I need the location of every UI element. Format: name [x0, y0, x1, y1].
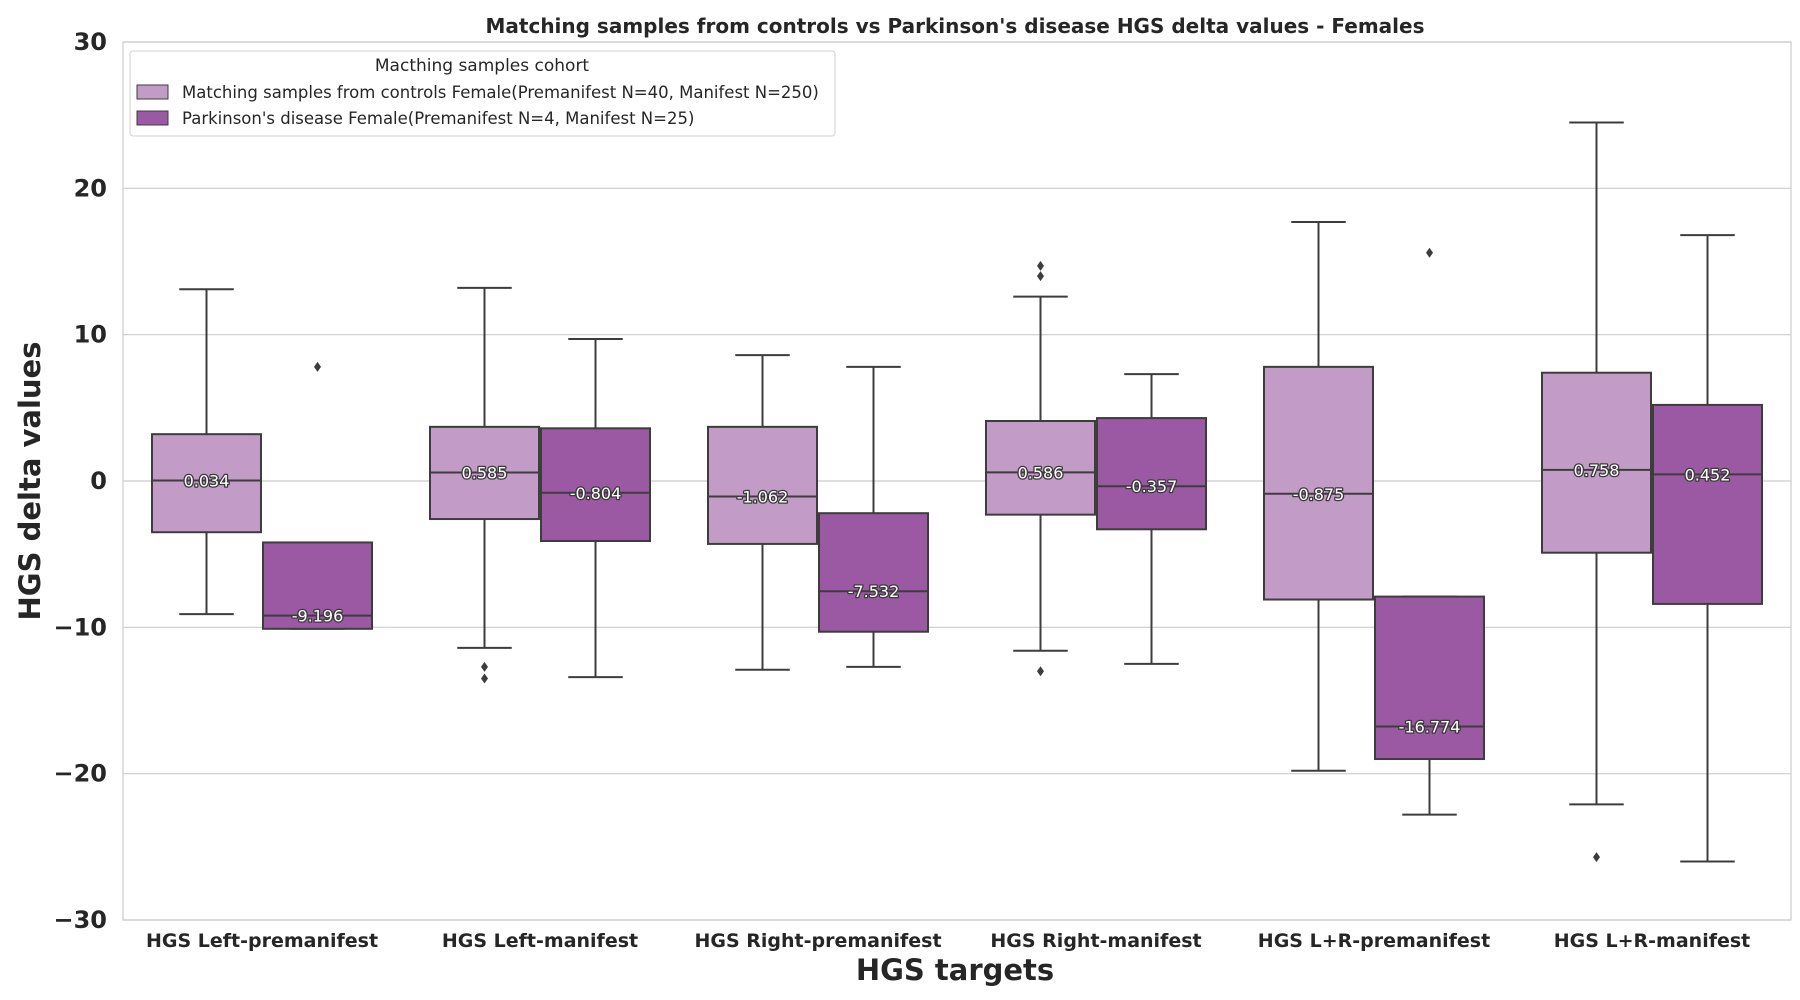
box-layer: 0.034 0.585 -1.062 0.586 -0.875 0.758 -9.196 -0… — [152, 122, 1762, 862]
box-group: 0.452 — [1653, 235, 1762, 861]
median-value-label: 0.586 — [1018, 463, 1064, 482]
median-value-label: 0.758 — [1574, 461, 1620, 480]
box-group: -7.532 — [819, 367, 928, 667]
y-tick-label: −30 — [53, 906, 107, 934]
x-tick-label: HGS L+R-manifest — [1554, 930, 1751, 952]
median-value-label: -7.532 — [848, 582, 900, 601]
x-tick-label: HGS L+R-premanifest — [1258, 930, 1490, 952]
median-value-label: 0.034 — [184, 472, 230, 491]
outlier-point — [1426, 248, 1433, 258]
box-group: -0.875 — [1264, 222, 1373, 771]
median-value-label: -9.196 — [292, 607, 344, 626]
box-group: -0.357 — [1097, 374, 1206, 664]
y-axis-ticks: 30 20 10 0 −10 −20 −30 — [53, 28, 107, 934]
box-group: -1.062 — [708, 355, 817, 670]
outlier-point — [1593, 852, 1600, 862]
box-body — [708, 427, 817, 544]
x-axis-ticks: HGS Left-premanifest HGS Left-manifest HGS… — [146, 930, 1750, 952]
outlier-point — [481, 674, 488, 684]
box-group: -9.196 — [263, 362, 372, 629]
chart-title: Matching samples from controls vs Parkin… — [486, 14, 1425, 38]
y-tick-label: −10 — [53, 613, 107, 641]
y-tick-label: 0 — [90, 467, 107, 495]
box-body — [1653, 405, 1762, 604]
median-value-label: -1.062 — [737, 488, 789, 507]
box-group: 0.585 — [430, 288, 539, 684]
median-value-label: 0.585 — [462, 463, 508, 482]
box-group: -0.804 — [541, 339, 650, 677]
y-tick-label: −20 — [53, 760, 107, 788]
box-group: -16.774 — [1375, 248, 1484, 815]
median-value-label: -0.875 — [1293, 485, 1345, 504]
box-body — [1264, 367, 1373, 600]
legend-title: Macthing samples cohort — [375, 56, 590, 76]
box-group: 0.034 — [152, 289, 261, 614]
legend-label-controls: Matching samples from controls Female(Pr… — [182, 83, 819, 102]
x-tick-label: HGS Right-premanifest — [694, 930, 941, 952]
legend-swatch-parkinsons — [137, 111, 168, 125]
outlier-point — [314, 362, 321, 372]
x-tick-label: HGS Left-premanifest — [146, 930, 378, 952]
x-tick-label: HGS Right-manifest — [990, 930, 1201, 952]
y-tick-label: 10 — [74, 321, 107, 349]
y-axis-label: HGS delta values — [13, 342, 47, 621]
x-axis-label: HGS targets — [856, 953, 1054, 987]
legend-swatch-controls — [137, 85, 168, 99]
legend: Macthing samples cohort Matching samples… — [130, 51, 835, 136]
outlier-point — [481, 662, 488, 672]
box-body — [819, 513, 928, 632]
median-value-label: -0.804 — [570, 484, 622, 503]
outlier-point — [1037, 271, 1044, 281]
median-value-label: -0.357 — [1126, 477, 1178, 496]
box-body — [1097, 418, 1206, 529]
box-group: 0.758 — [1542, 122, 1651, 862]
grid-layer — [123, 42, 1791, 920]
y-tick-label: 30 — [74, 28, 107, 56]
x-tick-label: HGS Left-manifest — [442, 930, 638, 952]
y-tick-label: 20 — [74, 174, 107, 202]
median-value-label: -16.774 — [1399, 717, 1461, 736]
outlier-point — [1037, 261, 1044, 271]
median-value-label: 0.452 — [1685, 465, 1731, 484]
legend-label-parkinsons: Parkinson's disease Female(Premanifest N… — [182, 109, 694, 128]
box-group: 0.586 — [986, 261, 1095, 676]
outlier-point — [1037, 666, 1044, 676]
